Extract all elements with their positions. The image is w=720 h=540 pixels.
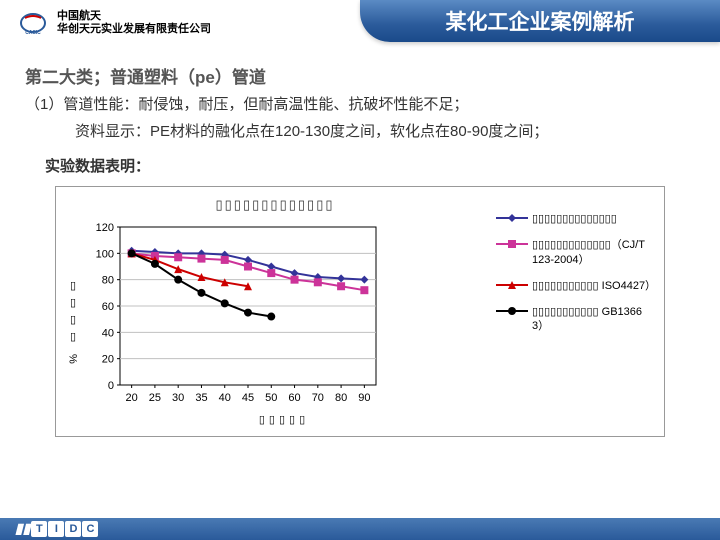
legend-item: ▯▯▯▯▯▯▯▯▯▯▯ ISO4427）	[496, 279, 651, 293]
title-banner: 某化工企业案例解析	[360, 0, 720, 42]
svg-text:45: 45	[242, 392, 254, 404]
svg-text:0: 0	[108, 380, 114, 392]
svg-text:60: 60	[288, 392, 300, 404]
content: 第二大类；普通塑料（pe）管道 （1）管道性能：耐侵蚀，耐压，但耐高温性能、抗破…	[0, 55, 720, 437]
page-title: 某化工企业案例解析	[446, 6, 635, 36]
svg-text:120: 120	[96, 222, 114, 234]
company-name: 中国航天 华创天元实业发展有限责任公司	[57, 10, 211, 36]
svg-text:20: 20	[102, 354, 114, 366]
desc-line2: 资料显示：PE材料的融化点在120-130度之间，软化点在80-90度之间；	[25, 121, 695, 144]
x-axis-label: ▯▯▯▯▯	[82, 413, 486, 426]
svg-text:40: 40	[219, 392, 231, 404]
svg-text:100: 100	[96, 248, 114, 260]
svg-text:80: 80	[102, 275, 114, 287]
chart-legend: ▯▯▯▯▯▯▯▯▯▯▯▯▯▯ ▯▯▯▯▯▯▯▯▯▯▯▯▯（CJ/T123-2004…	[486, 197, 656, 426]
svg-text:70: 70	[312, 392, 324, 404]
svg-text:35: 35	[195, 392, 207, 404]
casic-logo-icon: CASIC	[15, 10, 51, 36]
svg-text:60: 60	[102, 301, 114, 313]
logo-area: CASIC 中国航天 华创天元实业发展有限责任公司	[15, 10, 211, 36]
legend-item: ▯▯▯▯▯▯▯▯▯▯▯ GB13663）	[496, 305, 651, 334]
svg-text:20: 20	[126, 392, 138, 404]
desc-line1: （1）管道性能：耐侵蚀，耐压，但耐高温性能、抗破坏性能不足；	[25, 94, 695, 117]
svg-text:30: 30	[172, 392, 184, 404]
legend-item: ▯▯▯▯▯▯▯▯▯▯▯▯▯（CJ/T123-2004）	[496, 238, 651, 267]
chart-main: ▯▯▯▯▯▯▯▯▯▯▯▯▯ ▯▯▯▯ % 0 20 40 60 80 100 120 20 25…	[64, 197, 486, 426]
y-axis-label: ▯▯▯▯ %	[64, 221, 82, 426]
company-line1: 中国航天	[57, 10, 211, 23]
svg-text:80: 80	[335, 392, 347, 404]
svg-text:50: 50	[265, 392, 277, 404]
svg-text:CASIC: CASIC	[25, 30, 41, 36]
experiment-label: 实验数据表明：	[25, 155, 695, 176]
section-subtitle: 第二大类；普通塑料（pe）管道	[25, 63, 695, 88]
chart-container: ▯▯▯▯▯▯▯▯▯▯▯▯▯ ▯▯▯▯ % 0 20 40 60 80 100 120 20 25…	[55, 186, 665, 437]
header: CASIC 中国航天 华创天元实业发展有限责任公司 某化工企业案例解析	[0, 0, 720, 55]
footer: ▮▮ TIDC	[0, 518, 720, 540]
footer-logo-icon: ▮▮	[15, 520, 30, 537]
legend-item: ▯▯▯▯▯▯▯▯▯▯▯▯▯▯	[496, 212, 651, 226]
svg-text:90: 90	[358, 392, 370, 404]
svg-text:25: 25	[149, 392, 161, 404]
company-line2: 华创天元实业发展有限责任公司	[57, 23, 211, 36]
chart-title: ▯▯▯▯▯▯▯▯▯▯▯▯▯	[64, 197, 486, 213]
line-chart: 0 20 40 60 80 100 120 20 25 30 35 40 45 50 60 70 80 90	[82, 221, 382, 411]
footer-logo: ▮▮ TIDC	[15, 520, 98, 537]
svg-text:40: 40	[102, 327, 114, 339]
